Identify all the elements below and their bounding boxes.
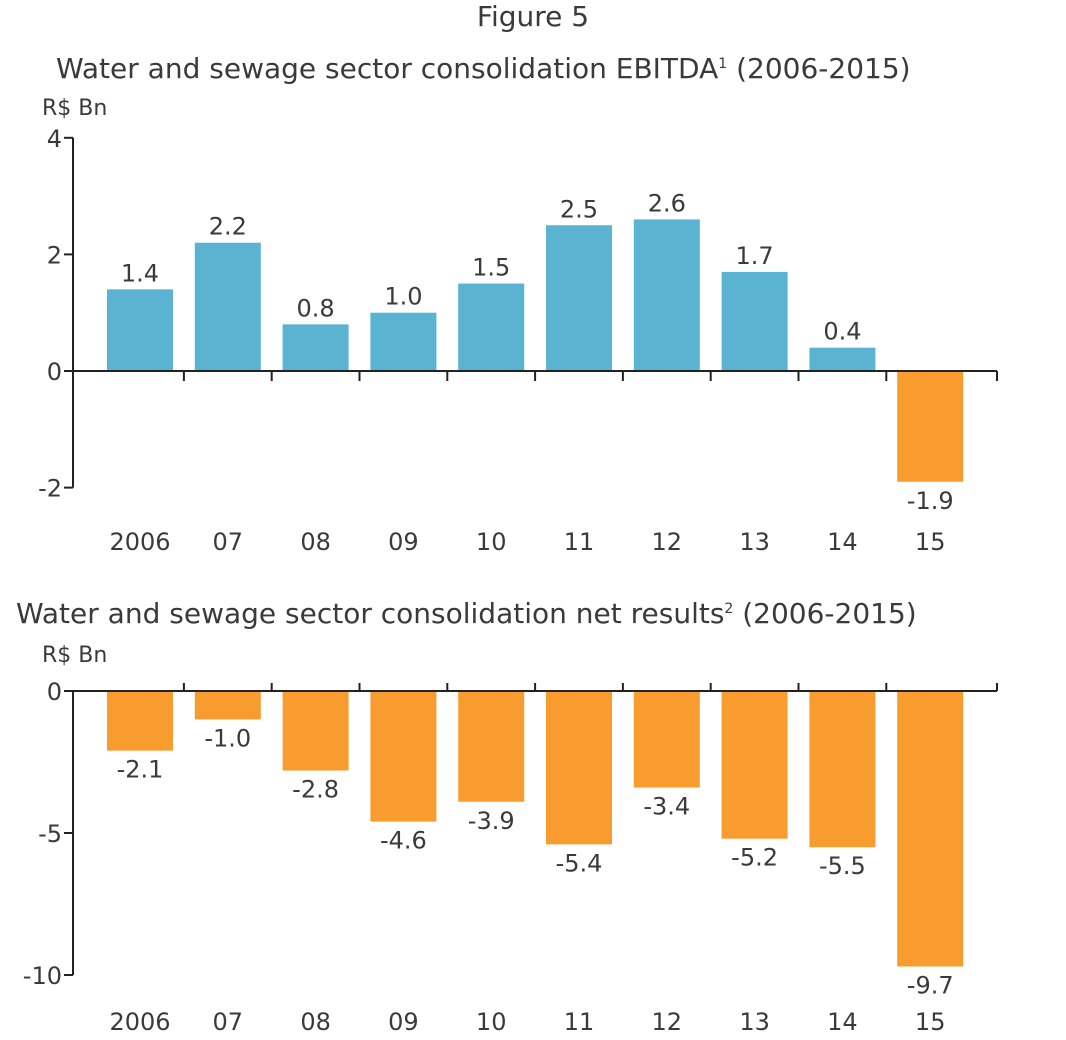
chart-2-y-tick-label: -5 <box>38 820 62 848</box>
chart-2-data-label: -2.8 <box>292 776 339 804</box>
chart-1-title-text: Water and sewage sector consolidation EB… <box>56 52 719 85</box>
chart-1-data-label: 1.4 <box>121 259 159 287</box>
chart-2-data-label: -2.1 <box>117 756 164 784</box>
chart-2-bar <box>282 691 349 771</box>
chart-2-footnote: 2 <box>724 601 734 617</box>
chart-1-x-tick-label: 2006 <box>109 528 170 556</box>
chart-1-data-label: 2.6 <box>648 189 686 217</box>
chart-2-bar <box>107 691 173 751</box>
chart-2-bar <box>809 691 876 848</box>
chart-1-y-tick-label: 2 <box>47 241 62 269</box>
chart-2-title-suffix: (2006-2015) <box>733 597 917 630</box>
chart-1-x-tick-label: 11 <box>564 528 595 556</box>
chart-1-title: Water and sewage sector consolidation EB… <box>56 52 911 85</box>
chart-2-x-tick-label: 12 <box>652 1008 683 1036</box>
chart-1-bar <box>546 225 612 371</box>
chart-2-bar <box>897 691 964 967</box>
chart-1-footnote: 1 <box>718 56 728 72</box>
chart-2-data-label: -4.6 <box>380 827 427 855</box>
chart-1-bar <box>194 242 261 371</box>
chart-2-data-label: -5.4 <box>556 849 603 877</box>
chart-1-y-tick-label: 4 <box>47 125 62 153</box>
chart-2-x-tick-label: 2006 <box>109 1008 170 1036</box>
chart-2-data-label: -9.7 <box>907 971 954 999</box>
chart-1-y-tick-label: 0 <box>47 358 62 386</box>
chart-1-y-tick-label: -2 <box>38 475 62 503</box>
chart-2-x-tick-label: 07 <box>213 1008 244 1036</box>
chart-2-x-tick-label: 11 <box>564 1008 595 1036</box>
chart-1-x-tick-label: 12 <box>652 528 683 556</box>
chart-1-data-label: 1.7 <box>736 242 774 270</box>
chart-2-bar <box>721 691 788 839</box>
chart-2-bar <box>370 691 437 822</box>
chart-2-bar <box>633 691 700 788</box>
chart-1-data-label: 2.5 <box>560 195 598 223</box>
chart-1-x-tick-label: 07 <box>213 528 244 556</box>
chart-1-bar <box>721 271 788 371</box>
chart-1-bar <box>282 324 349 371</box>
chart-1-bar <box>458 283 525 371</box>
chart-1-ylabel: R$ Bn <box>42 96 108 121</box>
chart-1-x-tick-label: 15 <box>915 528 946 556</box>
chart-2-data-label: -3.4 <box>643 793 690 821</box>
chart-1-data-label: 0.8 <box>297 294 335 322</box>
chart-2-title-text: Water and sewage sector consolidation ne… <box>16 597 725 630</box>
chart-2-x-tick-label: 10 <box>476 1008 507 1036</box>
chart-1-data-label: 1.5 <box>472 254 510 282</box>
figure-label: Figure 5 <box>476 0 590 33</box>
chart-1-bar <box>633 219 700 371</box>
chart-2-bar <box>194 691 261 720</box>
chart-1-x-tick-label: 14 <box>827 528 858 556</box>
chart-2-y-tick-label: -10 <box>23 962 62 990</box>
chart-2-x-tick-label: 13 <box>739 1008 770 1036</box>
chart-2-title: Water and sewage sector consolidation ne… <box>16 597 917 630</box>
chart-2-data-label: -3.9 <box>468 807 515 835</box>
chart-2-bar <box>458 691 525 802</box>
chart-1-bar <box>370 312 437 371</box>
chart-2-x-tick-label: 15 <box>915 1008 946 1036</box>
chart-1-data-label: 1.0 <box>384 283 422 311</box>
chart-1-bar <box>809 347 876 371</box>
chart-1-title-suffix: (2006-2015) <box>727 52 911 85</box>
chart-2-data-label: -5.5 <box>819 852 866 880</box>
chart-1-data-label: 0.4 <box>823 318 861 346</box>
chart-1-x-tick-label: 09 <box>388 528 419 556</box>
chart-1-x-tick-label: 08 <box>300 528 331 556</box>
chart-2-y-tick-label: 0 <box>47 678 62 706</box>
chart-1-x-tick-label: 10 <box>476 528 507 556</box>
chart-2-ylabel: R$ Bn <box>42 643 108 668</box>
chart-2-x-tick-label: 09 <box>388 1008 419 1036</box>
chart-2-data-label: -5.2 <box>731 844 778 872</box>
chart-2-bar <box>546 691 612 845</box>
chart-1-x-tick-label: 13 <box>739 528 770 556</box>
chart-1-data-label: 2.2 <box>209 213 247 241</box>
chart-1-bar <box>897 371 964 482</box>
chart-2-data-label: -1.0 <box>204 724 251 752</box>
chart-1-bar <box>107 289 173 371</box>
chart-2-x-tick-label: 08 <box>300 1008 331 1036</box>
chart-1-data-label: -1.9 <box>907 487 954 515</box>
chart-2-x-tick-label: 14 <box>827 1008 858 1036</box>
